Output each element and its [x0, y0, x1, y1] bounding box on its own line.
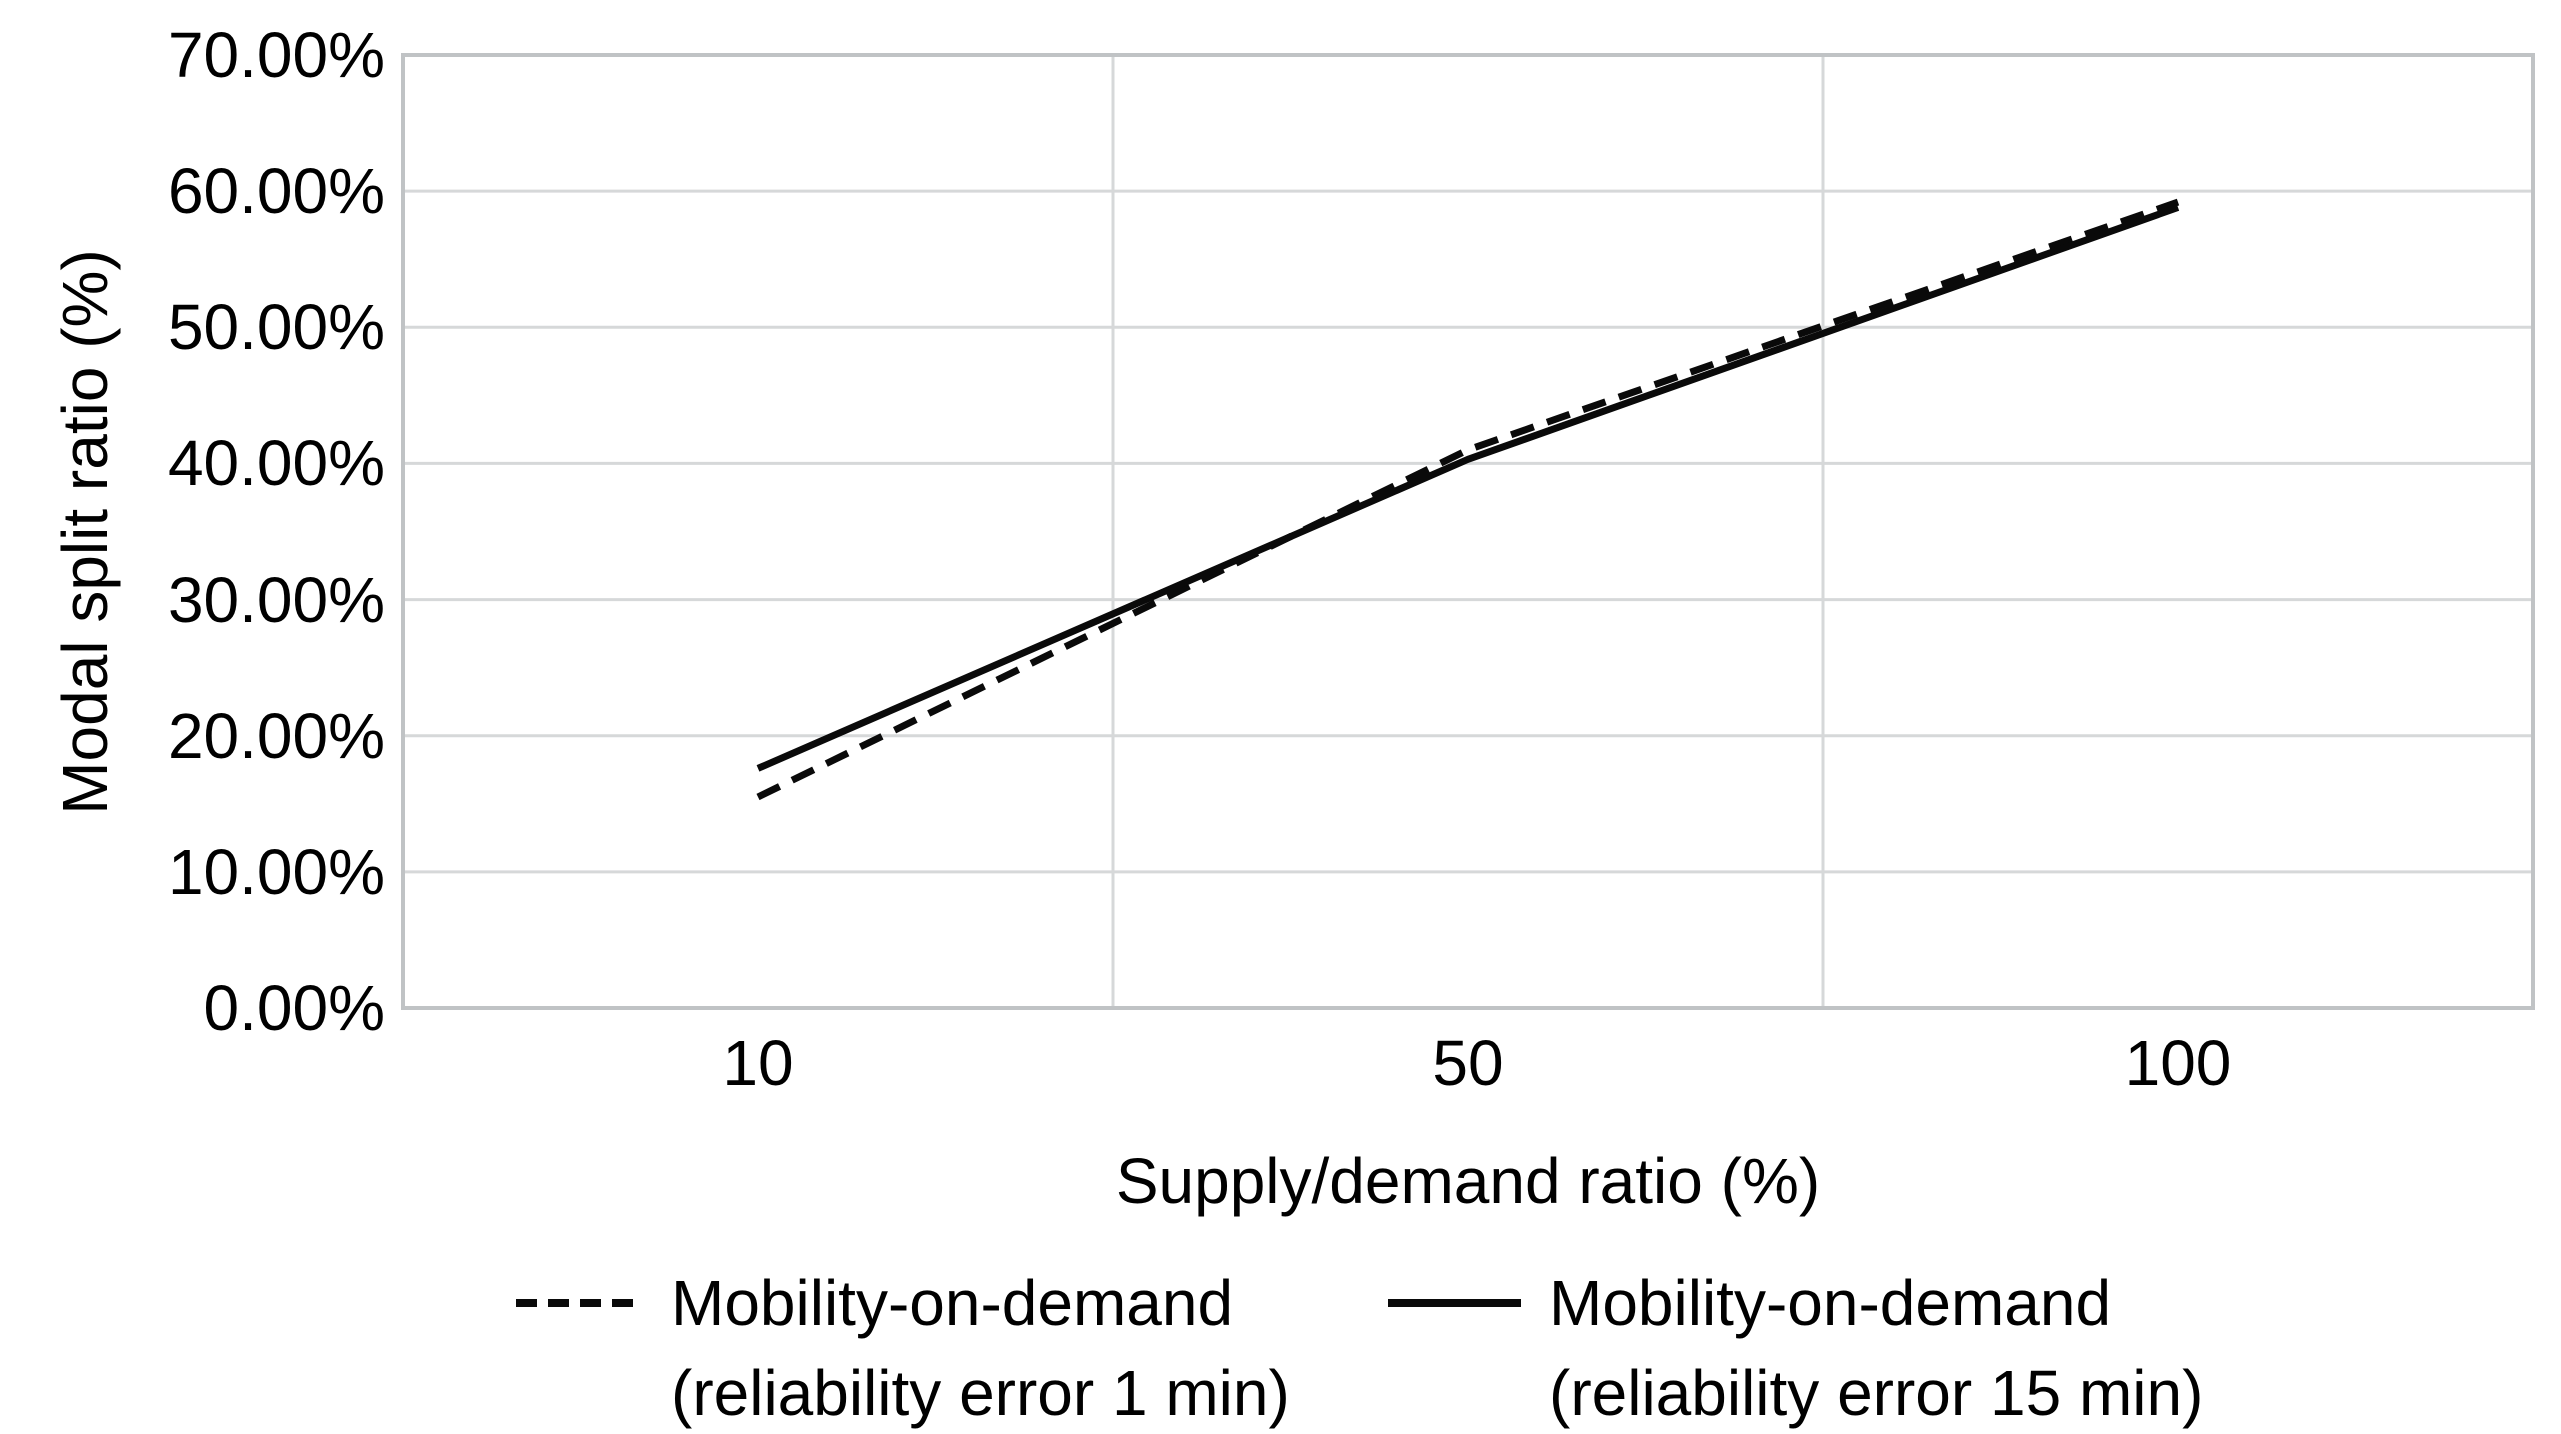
legend-label: Mobility-on-demand (reliability error 15…: [1549, 1258, 2203, 1434]
solid-line-sample: [1388, 1299, 1521, 1307]
dashed-line-sample: [516, 1299, 639, 1307]
y-axis-tick-label: 50.00%: [167, 291, 385, 364]
legend-label: Mobility-on-demand (reliability error 1 …: [671, 1258, 1290, 1434]
legend-item-1min: Mobility-on-demand (reliability error 1 …: [516, 1258, 1290, 1434]
legend-label-line2: (reliability error 1 min): [671, 1357, 1290, 1429]
series-line-reliability-error-1min: [756, 198, 2180, 801]
y-axis-tick-label: 40.00%: [167, 427, 385, 500]
y-axis-title: Modal split ratio (%): [49, 249, 121, 815]
y-axis-tick-label: 60.00%: [167, 155, 385, 228]
y-axis-tick-label: 20.00%: [167, 699, 385, 772]
y-axis-tick-label: 30.00%: [167, 563, 385, 636]
legend-label-line2: (reliability error 15 min): [1549, 1357, 2204, 1429]
legend-label-line1: Mobility-on-demand: [671, 1267, 1234, 1339]
plot-border: [401, 53, 2535, 1010]
x-axis-tick-label: 10: [722, 1027, 794, 1099]
y-axis-tick-label: 0.00%: [203, 972, 385, 1044]
series-line-reliability-error-15min: [756, 204, 2180, 772]
y-axis-tick-label: 10.00%: [167, 835, 385, 908]
x-axis-title: Supply/demand ratio (%): [1115, 1145, 1821, 1217]
legend-item-15min: Mobility-on-demand (reliability error 15…: [1388, 1258, 2203, 1434]
y-axis-tick-label: 70.00%: [167, 19, 385, 91]
x-axis-tick-label: 50: [1432, 1027, 1504, 1099]
legend-label-line1: Mobility-on-demand: [1549, 1267, 2112, 1339]
x-axis-tick-label: 100: [2124, 1027, 2232, 1099]
